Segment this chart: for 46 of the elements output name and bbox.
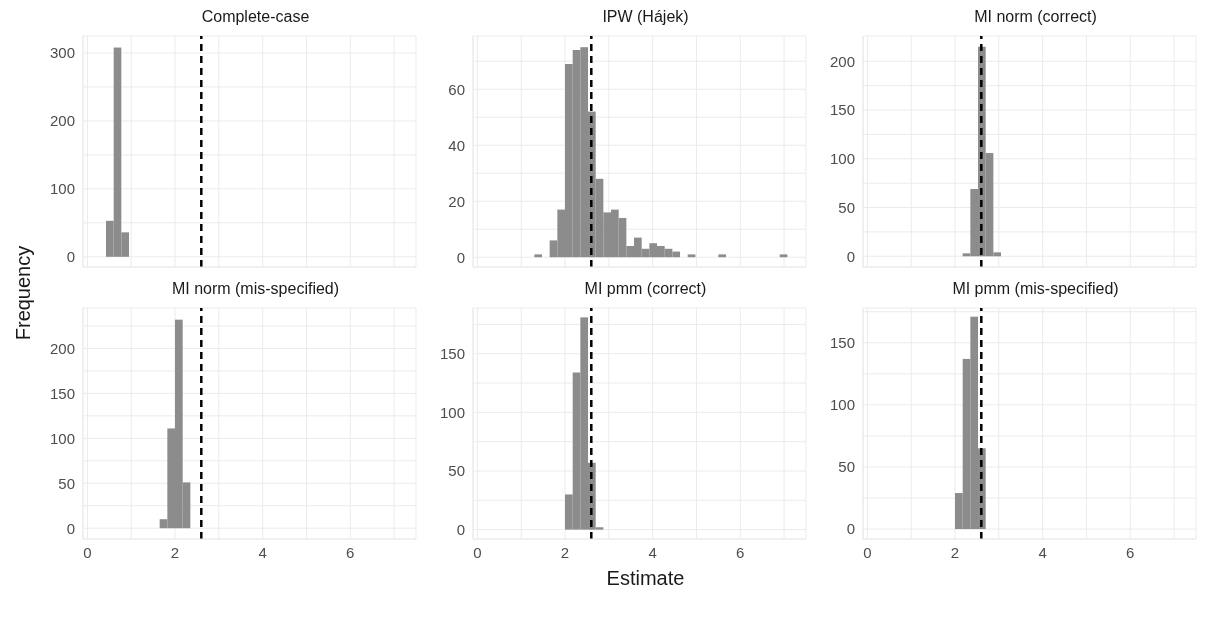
y-tick-label: 50 [838, 458, 855, 476]
y-tick-label: 300 [49, 44, 75, 62]
x-tick-label: 4 [1038, 543, 1047, 561]
x-tick-label: 6 [1126, 543, 1135, 561]
chart-title: MI pmm (mis-specified) [951, 280, 1120, 299]
x-tick-label: 2 [560, 543, 570, 561]
y-tick-label: 100 [829, 396, 855, 414]
x-tick-label: 0 [83, 543, 92, 561]
x-tick-label: 4 [648, 543, 657, 561]
x-tick-label: 4 [258, 543, 267, 561]
chart-title: IPW (Hájek) [601, 8, 690, 27]
x-tick-label: 6 [736, 543, 745, 561]
x-tick-label: 2 [950, 543, 960, 561]
y-tick-label: 150 [49, 384, 75, 402]
chart-title: MI norm (mis-specified) [170, 280, 341, 299]
y-tick-label: 40 [448, 136, 465, 154]
chart-title: MI pmm (correct) [583, 280, 708, 299]
y-tick-label: 100 [49, 429, 75, 447]
y-tick-label: 200 [49, 112, 75, 130]
y-tick-label: 150 [439, 345, 465, 363]
y-tick-label: 50 [838, 198, 855, 216]
y-tick-label: 150 [829, 101, 855, 119]
chart-title: MI norm (correct) [973, 8, 1098, 27]
x-tick-label: 0 [863, 543, 872, 561]
x-tick-label: 0 [473, 543, 482, 561]
y-tick-label: 0 [456, 520, 465, 538]
y-tick-label: 0 [846, 520, 855, 538]
y-tick-label: 100 [439, 403, 465, 421]
y-tick-label: 0 [846, 247, 855, 265]
y-tick-label: 20 [448, 192, 465, 210]
y-tick-label: 60 [448, 80, 465, 98]
y-tick-label: 0 [456, 248, 465, 266]
y-tick-label: 100 [49, 180, 75, 198]
chart-title: Complete-case [200, 8, 311, 27]
y-tick-label: 0 [66, 519, 75, 537]
y-tick-label: 50 [58, 474, 75, 492]
y-tick-label: 200 [829, 52, 855, 70]
x-axis-title: Estimate [605, 567, 686, 590]
y-axis-title: Frequency [11, 245, 35, 341]
y-tick-label: 200 [49, 339, 75, 357]
y-tick-label: 50 [448, 462, 465, 480]
y-tick-label: 150 [829, 334, 855, 352]
y-tick-label: 0 [66, 248, 75, 266]
x-tick-label: 6 [346, 543, 355, 561]
x-tick-label: 2 [170, 543, 180, 561]
y-tick-label: 100 [829, 150, 855, 168]
